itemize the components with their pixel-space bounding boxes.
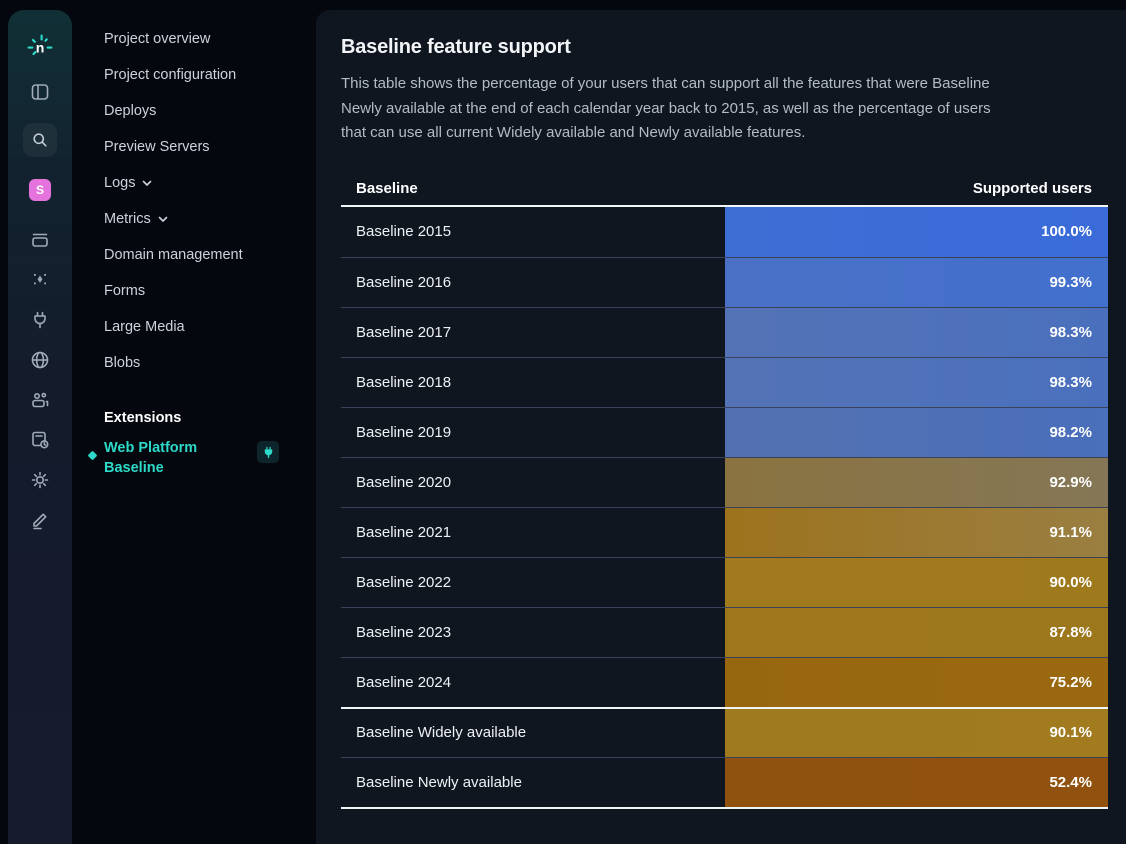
- sidebar: Project overview Project configuration Dep…: [87, 21, 300, 478]
- table-row: Baseline 2022 90.0%: [341, 556, 1108, 607]
- row-label: Baseline 2020: [356, 473, 452, 491]
- table-row: Baseline 2023 87.8%: [341, 606, 1108, 657]
- table-row: Baseline 2015 100.0%: [341, 206, 1108, 257]
- avatar[interactable]: S: [29, 179, 51, 201]
- row-label: Baseline 2023: [356, 623, 452, 641]
- sidebar-item-large-media[interactable]: Large Media: [104, 309, 300, 345]
- pencil-icon[interactable]: [28, 508, 52, 532]
- netlify-logo[interactable]: n: [27, 34, 53, 60]
- deploys-box-icon[interactable]: [28, 228, 52, 252]
- chevron-down-icon: [158, 216, 168, 222]
- row-value-bar: 52.4%: [724, 757, 1108, 807]
- row-label: Baseline 2021: [356, 523, 452, 541]
- extensions-heading: Extensions: [104, 410, 182, 426]
- table-row: Baseline 2021 91.1%: [341, 506, 1108, 557]
- table-row: Baseline 2017 98.3%: [341, 306, 1108, 357]
- search-icon: [33, 133, 47, 147]
- row-value-bar: 75.2%: [724, 657, 1108, 707]
- page-title: Baseline feature support: [341, 36, 571, 58]
- column-header-supported-users: Supported users: [972, 180, 1092, 197]
- row-label: Baseline 2016: [356, 273, 452, 291]
- extension-badge: [257, 441, 279, 463]
- table-row: Baseline 2020 92.9%: [341, 456, 1108, 507]
- row-value-bar: 98.3%: [724, 307, 1108, 357]
- baseline-support-table: Baseline Supported users Baseline 2015 10…: [341, 173, 1108, 809]
- svg-text:n: n: [36, 39, 45, 55]
- search-button[interactable]: [23, 123, 57, 157]
- sidebar-item-blobs[interactable]: Blobs: [104, 345, 300, 381]
- sidebar-item-label: Large Media: [104, 319, 185, 335]
- row-value-bar: 98.3%: [724, 357, 1108, 407]
- avatar-letter: S: [35, 183, 44, 197]
- page-description: This table shows the percentage of your …: [341, 75, 991, 141]
- row-value-bar: 99.3%: [724, 257, 1108, 307]
- row-label: Baseline Widely available: [356, 724, 527, 741]
- sidebar-item-label: Forms: [104, 283, 146, 299]
- sidebar-item-label: Logs: [104, 175, 136, 191]
- sidebar-item-label: Metrics: [104, 211, 151, 227]
- sidebar-item-label: Domain management: [104, 247, 243, 263]
- row-label: Baseline 2019: [356, 423, 452, 441]
- row-label: Baseline 2017: [356, 323, 452, 341]
- sidebar-item-preview-servers[interactable]: Preview Servers: [104, 129, 300, 165]
- sidebar-item-deploys[interactable]: Deploys: [104, 93, 300, 129]
- row-value-bar: 90.1%: [724, 708, 1108, 757]
- globe-icon[interactable]: [28, 348, 52, 372]
- row-label: Baseline 2022: [356, 573, 452, 591]
- year-rows: Baseline 2015 100.0% Baseline 2016 99.3% Bas…: [341, 206, 1108, 707]
- row-value-bar: 87.8%: [724, 607, 1108, 657]
- plug-icon[interactable]: [28, 308, 52, 332]
- icon-rail: n S: [8, 10, 72, 844]
- gear-icon[interactable]: [28, 468, 52, 492]
- column-header-baseline: Baseline: [356, 180, 418, 197]
- sidebar-item-label: Preview Servers: [104, 139, 210, 155]
- sidebar-nav: Project overview Project configuration Dep…: [104, 21, 300, 381]
- row-label: Baseline 2024: [356, 673, 452, 691]
- plug-icon: [264, 446, 272, 458]
- sparkles-icon[interactable]: [28, 268, 52, 292]
- row-value-bar: 91.1%: [724, 507, 1108, 557]
- team-icon[interactable]: [28, 388, 52, 412]
- chevron-down-icon: [143, 180, 152, 186]
- table-row: Baseline Newly available 52.4%: [341, 756, 1108, 807]
- sidebar-item-project-configuration[interactable]: Project configuration: [104, 57, 300, 93]
- forms-icon[interactable]: [28, 428, 52, 452]
- table-header-row: Baseline Supported users: [341, 173, 1108, 207]
- row-value-bar: 98.2%: [724, 407, 1108, 457]
- sidebar-item-label: Deploys: [104, 103, 157, 119]
- row-label: Baseline 2015: [356, 223, 452, 240]
- panel-toggle-icon[interactable]: [28, 80, 52, 104]
- sidebar-item-label: Project configuration: [104, 67, 237, 83]
- row-label: Baseline 2018: [356, 373, 452, 391]
- sidebar-item-metrics[interactable]: Metrics: [104, 201, 300, 237]
- main-panel: Baseline feature support This table show…: [316, 10, 1126, 844]
- table-row: Baseline Widely available 90.1%: [341, 706, 1108, 757]
- active-item-bullet: [87, 450, 98, 461]
- sidebar-item-logs[interactable]: Logs: [104, 165, 300, 201]
- extension-link-label: Web Platform Baseline: [104, 440, 198, 476]
- sidebar-item-label: Project overview: [104, 31, 211, 47]
- table-row: Baseline 2019 98.2%: [341, 406, 1108, 457]
- row-value-bar: 92.9%: [724, 457, 1108, 507]
- summary-rows: Baseline Widely available 90.1% Baseline N…: [341, 706, 1108, 807]
- sidebar-item-web-platform-baseline[interactable]: Web Platform Baseline: [87, 438, 300, 478]
- sidebar-item-label: Blobs: [104, 355, 141, 371]
- row-label: Baseline Newly available: [356, 773, 522, 791]
- table-row: Baseline 2024 75.2%: [341, 656, 1108, 707]
- sidebar-item-forms[interactable]: Forms: [104, 273, 300, 309]
- sidebar-item-project-overview[interactable]: Project overview: [104, 21, 300, 57]
- row-value-bar: 100.0%: [724, 206, 1108, 257]
- table-row: Baseline 2016 99.3%: [341, 256, 1108, 307]
- sidebar-item-domain-management[interactable]: Domain management: [104, 237, 300, 273]
- row-value-bar: 90.0%: [724, 557, 1108, 607]
- table-row: Baseline 2018 98.3%: [341, 356, 1108, 407]
